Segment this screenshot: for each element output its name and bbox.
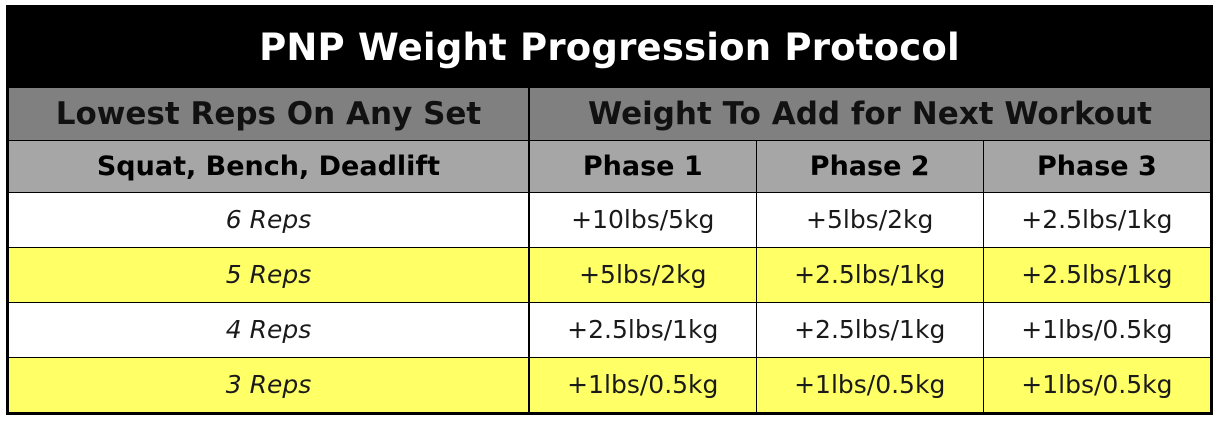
- phase-1-cell: +2.5lbs/1kg: [528, 301, 757, 358]
- table-row: 4 Reps +2.5lbs/1kg +2.5lbs/1kg +1lbs/0.5…: [8, 301, 1211, 358]
- column-header-phase-3: Phase 3: [982, 139, 1211, 193]
- group-header-reps: Lowest Reps On Any Set: [8, 86, 530, 141]
- reps-cell: 3 Reps: [8, 356, 530, 413]
- table-title: PNP Weight Progression Protocol: [8, 7, 1211, 88]
- phase-3-cell: +2.5lbs/1kg: [982, 191, 1211, 248]
- table-row: 3 Reps +1lbs/0.5kg +1lbs/0.5kg +1lbs/0.5…: [8, 356, 1211, 413]
- column-header-phase-1: Phase 1: [528, 139, 757, 193]
- column-header-lifts: Squat, Bench, Deadlift: [8, 139, 530, 193]
- title-row: PNP Weight Progression Protocol: [8, 7, 1211, 88]
- reps-cell: 5 Reps: [8, 246, 530, 303]
- column-header-row: Squat, Bench, Deadlift Phase 1 Phase 2 P…: [8, 139, 1211, 193]
- progression-table: PNP Weight Progression Protocol Lowest R…: [8, 7, 1211, 413]
- phase-2-cell: +2.5lbs/1kg: [755, 246, 984, 303]
- phase-3-cell: +2.5lbs/1kg: [982, 246, 1211, 303]
- phase-2-cell: +2.5lbs/1kg: [755, 301, 984, 358]
- group-header-row: Lowest Reps On Any Set Weight To Add for…: [8, 86, 1211, 141]
- progression-table-container: PNP Weight Progression Protocol Lowest R…: [6, 5, 1213, 415]
- table-row: 6 Reps +10lbs/5kg +5lbs/2kg +2.5lbs/1kg: [8, 191, 1211, 248]
- reps-cell: 6 Reps: [8, 191, 530, 248]
- reps-cell: 4 Reps: [8, 301, 530, 358]
- phase-3-cell: +1lbs/0.5kg: [982, 356, 1211, 413]
- phase-2-cell: +5lbs/2kg: [755, 191, 984, 248]
- phase-1-cell: +5lbs/2kg: [528, 246, 757, 303]
- group-header-weight: Weight To Add for Next Workout: [528, 86, 1211, 141]
- phase-1-cell: +10lbs/5kg: [528, 191, 757, 248]
- phase-2-cell: +1lbs/0.5kg: [755, 356, 984, 413]
- table-row: 5 Reps +5lbs/2kg +2.5lbs/1kg +2.5lbs/1kg: [8, 246, 1211, 303]
- column-header-phase-2: Phase 2: [755, 139, 984, 193]
- phase-3-cell: +1lbs/0.5kg: [982, 301, 1211, 358]
- phase-1-cell: +1lbs/0.5kg: [528, 356, 757, 413]
